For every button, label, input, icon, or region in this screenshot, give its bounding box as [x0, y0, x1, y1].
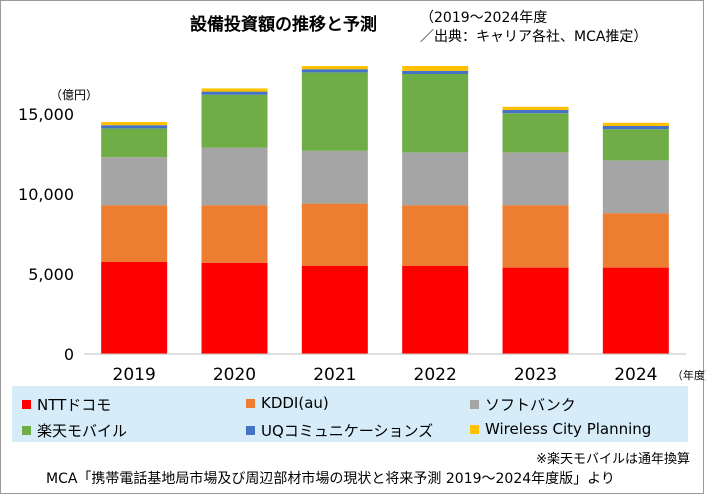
- bar-2019-series-1: [101, 205, 168, 262]
- bar-2020-series-5: [201, 88, 268, 92]
- legend: NTTドコモ KDDI(au) ソフトバンク 楽天モバイル UQコミュニケーショ…: [12, 386, 688, 442]
- bar-2024-series-2: [602, 160, 669, 214]
- bar-2021-series-1: [301, 203, 368, 266]
- footnote: ※楽天モバイルは通年換算: [536, 452, 690, 467]
- chart-subtitle: （2019～2024年度 ／出典：キャリア各社、MCA推定）: [420, 9, 647, 47]
- bar-2022-series-4: [402, 70, 469, 74]
- bar-2022-series-2: [402, 152, 469, 206]
- bar-2024-series-3: [602, 129, 669, 161]
- bar-2019-series-4: [101, 125, 168, 129]
- y-tick-label-10000: 10,000: [18, 185, 74, 204]
- bar-2024-series-1: [602, 213, 669, 268]
- bar-2020-series-1: [201, 205, 268, 263]
- bar-2024-series-4: [602, 126, 669, 130]
- x-tick-label-2021: 2021: [313, 365, 356, 385]
- bar-2022-series-5: [402, 66, 469, 71]
- bar-2021-series-4: [301, 69, 368, 73]
- y-axis-unit-label: （億円）: [50, 88, 99, 102]
- y-tick-label-5000: 5,000: [28, 265, 74, 284]
- legend-label-kddi: KDDI(au): [261, 394, 329, 412]
- bar-2022-series-0: [402, 266, 469, 354]
- legend-item-softbank: ソフトバンク: [470, 394, 576, 415]
- legend-label-wireless-city-planning: Wireless City Planning: [485, 420, 652, 438]
- source-citation: MCA「携帯電話基地局市場及び周辺部材市場の現状と将来予測 2019～2024年…: [46, 471, 615, 487]
- legend-item-kddi: KDDI(au): [246, 394, 329, 412]
- bar-2019-series-5: [101, 122, 168, 126]
- legend-swatch-kddi: [246, 398, 255, 408]
- bar-2024-series-0: [602, 267, 669, 354]
- bar-2023-series-2: [502, 152, 569, 206]
- legend-swatch-ntt-docomo: [22, 400, 31, 409]
- bar-2023-series-3: [502, 113, 569, 153]
- bar-2023-series-0: [502, 267, 569, 354]
- y-tick-label-15000: 15,000: [18, 105, 74, 124]
- legend-swatch-uq-communications: [246, 426, 255, 435]
- x-tick-label-2020: 2020: [213, 365, 256, 385]
- bar-2020-series-4: [201, 91, 268, 95]
- legend-swatch-softbank: [470, 400, 479, 409]
- x-tick-label-2023: 2023: [514, 365, 557, 385]
- bar-2024-series-5: [602, 122, 669, 126]
- bar-2021-series-5: [301, 66, 368, 70]
- bar-2020-series-0: [201, 262, 268, 354]
- x-tick-label-2019: 2019: [113, 365, 156, 385]
- bar-2023-series-5: [502, 106, 569, 110]
- bar-2023-series-4: [502, 110, 569, 114]
- legend-label-rakuten-mobile: 楽天モバイル: [37, 422, 128, 440]
- chart-title: 設備投資額の推移と予測: [190, 15, 377, 35]
- legend-item-uq-communications: UQコミュニケーションズ: [246, 420, 433, 441]
- y-tick-label-0: 0: [64, 345, 74, 364]
- subtitle-line-2: ／出典：キャリア各社、MCA推定）: [420, 29, 648, 45]
- bar-2023-series-1: [502, 205, 569, 268]
- legend-item-rakuten-mobile: 楽天モバイル: [22, 420, 127, 441]
- bar-2022-series-1: [402, 205, 469, 266]
- bar-2019-series-3: [101, 128, 168, 158]
- stacked-bar-chart: 0 5,000 10,000 15,000 2019 2020 2021 2022 2023 20…: [18, 66, 706, 385]
- x-axis-unit-label: （年度）: [672, 368, 706, 382]
- legend-label-ntt-docomo: NTTドコモ: [37, 396, 112, 414]
- bar-2021-series-3: [301, 72, 368, 151]
- bar-2019-series-0: [101, 262, 168, 354]
- x-tick-label-2024: 2024: [614, 365, 657, 385]
- bar-2022-series-3: [402, 74, 469, 153]
- bar-2021-series-0: [301, 266, 368, 354]
- bar-2019-series-2: [101, 157, 168, 206]
- x-tick-label-2022: 2022: [414, 365, 457, 385]
- bar-2020-series-2: [201, 147, 268, 206]
- bar-2021-series-2: [301, 150, 368, 204]
- legend-item-wireless-city-planning: Wireless City Planning: [470, 420, 651, 438]
- subtitle-line-1: （2019～2024年度: [420, 10, 548, 26]
- legend-swatch-rakuten-mobile: [22, 426, 31, 435]
- legend-label-uq-communications: UQコミュニケーションズ: [261, 422, 434, 440]
- legend-label-softbank: ソフトバンク: [485, 396, 576, 414]
- bar-2020-series-3: [201, 94, 268, 148]
- legend-swatch-wireless-city-planning: [470, 424, 479, 434]
- legend-item-ntt-docomo: NTTドコモ: [22, 394, 111, 415]
